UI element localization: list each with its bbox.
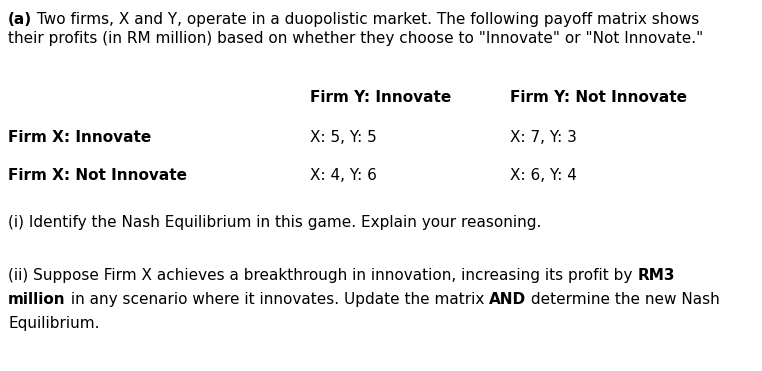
Text: (i) Identify the Nash Equilibrium in this game. Explain your reasoning.: (i) Identify the Nash Equilibrium in thi… — [8, 215, 541, 230]
Text: RM3: RM3 — [637, 268, 674, 283]
Text: their profits (in RM million) based on whether they choose to "Innovate" or "Not: their profits (in RM million) based on w… — [8, 31, 703, 46]
Text: X: 4, Y: 6: X: 4, Y: 6 — [310, 168, 377, 183]
Text: (ii) Suppose Firm X achieves a breakthrough in innovation, increasing its profit: (ii) Suppose Firm X achieves a breakthro… — [8, 268, 637, 283]
Text: X: 6, Y: 4: X: 6, Y: 4 — [510, 168, 577, 183]
Text: AND: AND — [489, 292, 526, 307]
Text: X: 7, Y: 3: X: 7, Y: 3 — [510, 130, 577, 145]
Text: (a): (a) — [8, 12, 32, 27]
Text: million: million — [8, 292, 66, 307]
Text: Firm X: Not Innovate: Firm X: Not Innovate — [8, 168, 187, 183]
Text: Firm Y: Innovate: Firm Y: Innovate — [310, 90, 451, 105]
Text: determine the new Nash: determine the new Nash — [526, 292, 720, 307]
Text: Firm Y: Not Innovate: Firm Y: Not Innovate — [510, 90, 687, 105]
Text: in any scenario where it innovates. Update the matrix: in any scenario where it innovates. Upda… — [66, 292, 489, 307]
Text: Equilibrium.: Equilibrium. — [8, 316, 100, 331]
Text: X: 5, Y: 5: X: 5, Y: 5 — [310, 130, 376, 145]
Text: Firm X: Innovate: Firm X: Innovate — [8, 130, 151, 145]
Text: Two firms, X and Y, operate in a duopolistic market. The following payoff matrix: Two firms, X and Y, operate in a duopoli… — [32, 12, 700, 27]
